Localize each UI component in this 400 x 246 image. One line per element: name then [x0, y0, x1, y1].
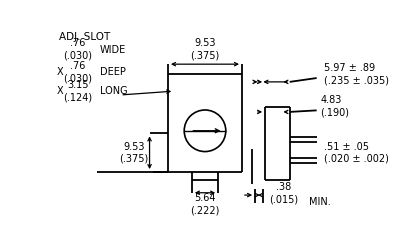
Text: LONG: LONG [100, 86, 127, 96]
Text: 5.97 ± .89
(.235 ± .035): 5.97 ± .89 (.235 ± .035) [324, 63, 389, 85]
Text: .38
(.015): .38 (.015) [269, 182, 298, 205]
Text: 9.53
(.375): 9.53 (.375) [120, 141, 149, 164]
Text: MIN.: MIN. [309, 197, 331, 207]
Text: .51 ± .05
(.020 ± .002): .51 ± .05 (.020 ± .002) [324, 141, 389, 164]
Text: X: X [57, 86, 64, 96]
Text: .76
(.030): .76 (.030) [64, 38, 92, 61]
Text: 4.83
(.190): 4.83 (.190) [320, 95, 350, 118]
Text: 9.53
(.375): 9.53 (.375) [190, 38, 220, 61]
Text: ADJ. SLOT: ADJ. SLOT [59, 32, 110, 42]
Text: .76
(.030): .76 (.030) [64, 61, 92, 83]
Text: 5.64
(.222): 5.64 (.222) [190, 193, 220, 215]
Text: WIDE: WIDE [100, 45, 126, 55]
Text: X: X [57, 67, 64, 77]
Text: DEEP: DEEP [100, 67, 125, 77]
Text: 3.15
(.124): 3.15 (.124) [63, 80, 92, 102]
